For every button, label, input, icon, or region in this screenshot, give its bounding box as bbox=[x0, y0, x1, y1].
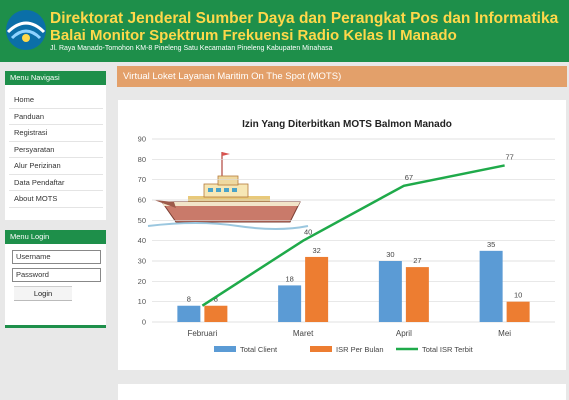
kominfo-logo-icon bbox=[6, 10, 46, 50]
chart: Izin Yang Diterbitkan MOTS Balmon Manado… bbox=[138, 119, 555, 354]
login-panel-divider bbox=[5, 325, 106, 328]
legend-swatch bbox=[310, 346, 332, 352]
sidebar-nav-panel: Menu Navigasi bbox=[5, 71, 106, 220]
y-tick-label: 20 bbox=[138, 277, 146, 286]
legend-label: ISR Per Bulan bbox=[336, 345, 384, 354]
username-input[interactable]: Username bbox=[12, 250, 101, 264]
bar-data-label: 10 bbox=[514, 291, 522, 300]
chart-card: Izin Yang Diterbitkan MOTS Balmon Manado… bbox=[118, 100, 566, 370]
bar-isr-per-bulan bbox=[204, 305, 228, 322]
login-button[interactable]: Login bbox=[14, 286, 72, 301]
legend-label: Total Client bbox=[240, 345, 278, 354]
y-tick-label: 0 bbox=[142, 318, 146, 327]
x-tick-label: Februari bbox=[187, 329, 217, 338]
chart-plot: 8 8 18 32 30 27 35 10 40 67 77 bbox=[177, 152, 530, 322]
legend-swatch bbox=[214, 346, 236, 352]
bar-isr-per-bulan bbox=[405, 267, 429, 322]
sidebar-item-panduan[interactable]: Panduan bbox=[9, 109, 103, 125]
sidebar-item-persyaratan[interactable]: Persyaratan bbox=[9, 142, 103, 158]
bar-total-client bbox=[479, 250, 503, 322]
ship-illustration bbox=[147, 152, 309, 230]
page-title-banner: Virtual Loket Layanan Maritim On The Spo… bbox=[117, 66, 567, 87]
legend-label: Total ISR Terbit bbox=[422, 345, 474, 354]
sidebar-item-alur-perizinan[interactable]: Alur Perizinan bbox=[9, 158, 103, 175]
line-data-label: 77 bbox=[505, 152, 513, 161]
chart-title: Izin Yang Diterbitkan MOTS Balmon Manado bbox=[242, 119, 452, 130]
sidebar-item-registrasi[interactable]: Registrasi bbox=[9, 125, 103, 142]
y-tick-label: 10 bbox=[138, 297, 146, 306]
bar-data-label: 30 bbox=[386, 250, 394, 259]
x-tick-label: April bbox=[396, 329, 412, 338]
password-input[interactable]: Password bbox=[12, 268, 101, 282]
bar-data-label: 8 bbox=[187, 295, 191, 304]
line-total-isr-terbit bbox=[201, 164, 505, 307]
bar-data-label: 27 bbox=[413, 256, 421, 265]
header-subtitle: Balai Monitor Spektrum Frekuensi Radio K… bbox=[50, 27, 457, 44]
bar-data-label: 8 bbox=[214, 295, 218, 304]
bar-isr-per-bulan bbox=[305, 256, 329, 322]
x-tick-label: Mei bbox=[498, 329, 511, 338]
login-title: Menu Login bbox=[5, 230, 106, 244]
sidebar-item-data-pendaftar[interactable]: Data Pendaftar bbox=[9, 175, 103, 191]
y-tick-label: 80 bbox=[138, 155, 146, 164]
sidebar-nav: Home Panduan Registrasi Persyaratan Alur… bbox=[9, 92, 103, 208]
bar-data-label: 35 bbox=[487, 240, 495, 249]
header-address: Jl. Raya Manado-Tomohon KM-8 Pineleng Sa… bbox=[50, 45, 333, 52]
x-tick-label: Maret bbox=[293, 329, 314, 338]
site-header: Direktorat Jenderal Sumber Daya dan Pera… bbox=[0, 0, 569, 62]
bar-data-label: 32 bbox=[312, 246, 320, 255]
header-title: Direktorat Jenderal Sumber Daya dan Pera… bbox=[50, 10, 559, 27]
bar-total-client bbox=[278, 285, 302, 322]
y-tick-label: 30 bbox=[138, 257, 146, 266]
bar-total-client bbox=[378, 261, 402, 322]
line-data-label: 40 bbox=[304, 228, 312, 237]
line-data-label: 67 bbox=[405, 173, 413, 182]
bar-total-client bbox=[177, 305, 201, 322]
y-tick-label: 50 bbox=[138, 216, 146, 225]
y-tick-label: 70 bbox=[138, 175, 146, 184]
bar-data-label: 18 bbox=[285, 274, 293, 283]
y-tick-label: 60 bbox=[138, 196, 146, 205]
sidebar-item-about-mots[interactable]: About MOTS bbox=[9, 191, 103, 208]
y-tick-label: 40 bbox=[138, 236, 146, 245]
chart-legend: Total Client ISR Per Bulan Total ISR Terbi… bbox=[214, 345, 474, 354]
sidebar-item-home[interactable]: Home bbox=[9, 92, 103, 109]
y-tick-label: 90 bbox=[138, 135, 146, 144]
secondary-card bbox=[118, 384, 566, 400]
nav-title: Menu Navigasi bbox=[5, 71, 106, 85]
bar-isr-per-bulan bbox=[506, 301, 530, 322]
